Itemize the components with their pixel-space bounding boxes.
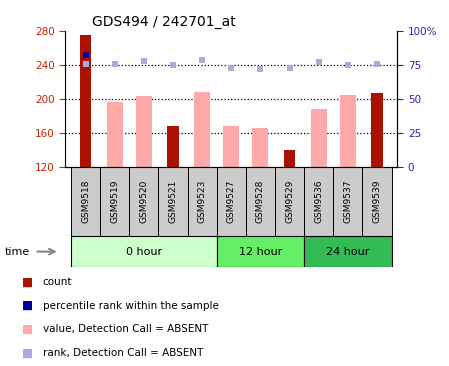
Text: value, Detection Call = ABSENT: value, Detection Call = ABSENT <box>43 324 208 335</box>
Text: count: count <box>43 277 72 287</box>
Bar <box>129 167 158 236</box>
Bar <box>71 167 100 236</box>
Bar <box>158 167 188 236</box>
Text: GSM9519: GSM9519 <box>110 180 119 223</box>
Text: 0 hour: 0 hour <box>126 247 162 257</box>
Bar <box>223 126 239 167</box>
Text: rank, Detection Call = ABSENT: rank, Detection Call = ABSENT <box>43 348 203 358</box>
Bar <box>252 128 269 167</box>
Text: GSM9529: GSM9529 <box>285 180 294 223</box>
Text: ■: ■ <box>22 323 34 336</box>
Bar <box>106 102 123 167</box>
Bar <box>167 126 179 167</box>
Bar <box>371 93 383 167</box>
Bar <box>246 167 275 236</box>
Bar <box>304 167 333 236</box>
Text: GSM9521: GSM9521 <box>168 180 177 223</box>
Text: percentile rank within the sample: percentile rank within the sample <box>43 300 219 311</box>
Text: GSM9528: GSM9528 <box>256 180 265 223</box>
Text: GSM9536: GSM9536 <box>314 180 323 223</box>
Text: GSM9523: GSM9523 <box>198 180 207 223</box>
Text: ■: ■ <box>22 299 34 312</box>
Text: GSM9527: GSM9527 <box>227 180 236 223</box>
Bar <box>284 150 295 167</box>
Text: GSM9520: GSM9520 <box>139 180 148 223</box>
Bar <box>100 167 129 236</box>
Text: 12 hour: 12 hour <box>239 247 282 257</box>
Bar <box>188 167 217 236</box>
Text: ■: ■ <box>22 347 34 360</box>
Bar <box>71 236 217 267</box>
Text: GSM9537: GSM9537 <box>343 180 352 223</box>
Bar <box>79 36 91 167</box>
Bar <box>217 236 304 267</box>
Text: ■: ■ <box>22 275 34 288</box>
Text: GSM9518: GSM9518 <box>81 180 90 223</box>
Bar <box>136 96 152 167</box>
Text: 24 hour: 24 hour <box>326 247 370 257</box>
Text: time: time <box>4 247 30 257</box>
Bar <box>362 167 392 236</box>
Text: GDS494 / 242701_at: GDS494 / 242701_at <box>92 15 235 29</box>
Bar <box>340 96 356 167</box>
Bar <box>304 236 392 267</box>
Bar <box>311 109 327 167</box>
Bar <box>194 92 210 167</box>
Bar <box>275 167 304 236</box>
Bar <box>217 167 246 236</box>
Bar <box>333 167 362 236</box>
Text: GSM9539: GSM9539 <box>373 180 382 223</box>
